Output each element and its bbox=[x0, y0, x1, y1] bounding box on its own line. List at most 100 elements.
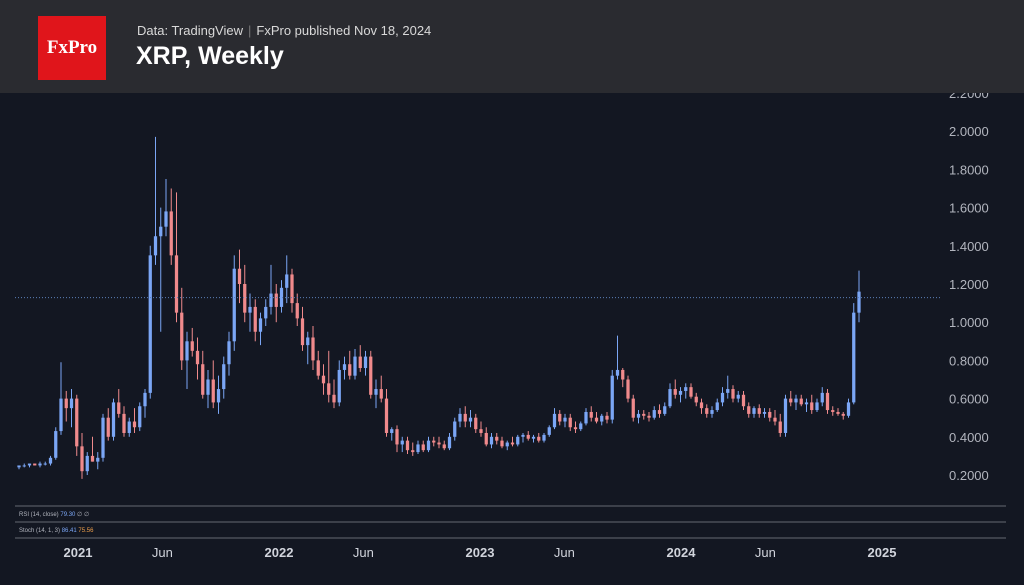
candle bbox=[337, 360, 341, 407]
candle-body bbox=[384, 398, 389, 433]
candle-body bbox=[337, 369, 341, 403]
candle bbox=[159, 207, 163, 332]
candle-body bbox=[22, 465, 26, 467]
candle-body bbox=[111, 402, 116, 437]
candle bbox=[248, 293, 252, 332]
x-tick-label: 2025 bbox=[868, 545, 897, 560]
candle bbox=[316, 350, 320, 380]
candle-body bbox=[379, 389, 383, 399]
candle-body bbox=[799, 398, 803, 405]
candle-body bbox=[642, 413, 646, 416]
candle bbox=[38, 461, 42, 468]
candlestick-chart[interactable]: 0.2000 0.4000 0.6000 0.8000 1.0000 1.2000 1.40… bbox=[0, 93, 1024, 585]
candle bbox=[468, 410, 473, 428]
candle bbox=[563, 413, 567, 428]
candle bbox=[594, 411, 599, 424]
candle bbox=[132, 408, 137, 433]
candle bbox=[752, 406, 756, 418]
y-tick-label: 1.4000 bbox=[949, 239, 989, 254]
candle-body bbox=[715, 402, 719, 411]
candle bbox=[841, 411, 845, 420]
candle-body bbox=[159, 226, 163, 237]
x-tick-label: 2023 bbox=[466, 545, 495, 560]
fxpro-logo: FxPro bbox=[38, 16, 106, 80]
candle-body bbox=[295, 303, 299, 319]
y-tick-label: 2.2000 bbox=[949, 93, 989, 101]
candle-body bbox=[552, 413, 557, 428]
candle bbox=[547, 425, 551, 437]
candle-body bbox=[594, 417, 599, 422]
candle bbox=[311, 326, 315, 370]
candle bbox=[48, 455, 53, 466]
candle-body bbox=[405, 440, 410, 451]
candle-body bbox=[75, 398, 79, 447]
candle bbox=[458, 408, 462, 428]
candle-body bbox=[841, 413, 845, 416]
candle bbox=[264, 299, 268, 327]
candle-body bbox=[526, 434, 530, 439]
candle bbox=[164, 178, 168, 237]
chart-area[interactable]: 0.2000 0.4000 0.6000 0.8000 1.0000 1.2000 1.40… bbox=[0, 93, 1024, 585]
candle-body bbox=[285, 274, 289, 288]
candle bbox=[673, 379, 677, 399]
candle bbox=[710, 406, 714, 418]
candle-body bbox=[69, 398, 74, 409]
candle-body bbox=[531, 436, 536, 439]
candle bbox=[374, 379, 378, 409]
candle-body bbox=[836, 411, 840, 414]
candle bbox=[421, 440, 425, 453]
candle bbox=[542, 432, 546, 443]
candle-body bbox=[463, 413, 467, 422]
candle bbox=[474, 413, 478, 433]
candle-body bbox=[432, 440, 436, 443]
candle-body bbox=[59, 398, 63, 432]
candle bbox=[731, 385, 735, 403]
candle-body bbox=[495, 436, 499, 441]
candle-body bbox=[17, 465, 21, 468]
candle bbox=[589, 406, 593, 422]
candle-body bbox=[726, 389, 730, 393]
candle-body bbox=[122, 413, 126, 433]
candle bbox=[647, 411, 651, 422]
candle bbox=[699, 398, 704, 414]
candle-body bbox=[579, 423, 583, 430]
candle-body bbox=[615, 369, 620, 376]
candle-body bbox=[825, 392, 830, 411]
candle-body bbox=[306, 337, 310, 346]
candle bbox=[773, 410, 777, 426]
candle bbox=[573, 421, 578, 433]
candle bbox=[668, 383, 672, 409]
candle-body bbox=[757, 408, 761, 414]
candle bbox=[568, 413, 572, 432]
candle bbox=[579, 421, 583, 432]
candle bbox=[804, 398, 809, 412]
candle bbox=[64, 390, 68, 422]
candle bbox=[274, 284, 278, 323]
candle bbox=[600, 413, 604, 426]
candle-body bbox=[85, 455, 89, 472]
candle bbox=[505, 440, 509, 451]
candle bbox=[195, 337, 200, 380]
candle bbox=[715, 398, 719, 412]
candle-body bbox=[253, 306, 257, 332]
candle-body bbox=[90, 455, 95, 462]
candle-body bbox=[673, 389, 677, 395]
x-tick-label: Jun bbox=[755, 545, 776, 560]
candle bbox=[279, 280, 284, 313]
candle-body bbox=[589, 411, 593, 418]
candle bbox=[705, 404, 709, 418]
candle bbox=[143, 389, 147, 418]
candle-body bbox=[96, 457, 100, 462]
candle-body bbox=[489, 436, 494, 445]
candle bbox=[463, 406, 467, 428]
candle-body bbox=[185, 341, 189, 361]
candle bbox=[820, 387, 824, 407]
candle bbox=[369, 350, 373, 399]
candle-body bbox=[678, 390, 683, 395]
y-tick-label: 1.8000 bbox=[949, 162, 989, 177]
chart-title: XRP, Weekly bbox=[136, 42, 284, 70]
candle-body bbox=[38, 463, 42, 466]
candle bbox=[852, 303, 856, 405]
candle-body bbox=[201, 364, 205, 395]
candle bbox=[232, 255, 236, 351]
